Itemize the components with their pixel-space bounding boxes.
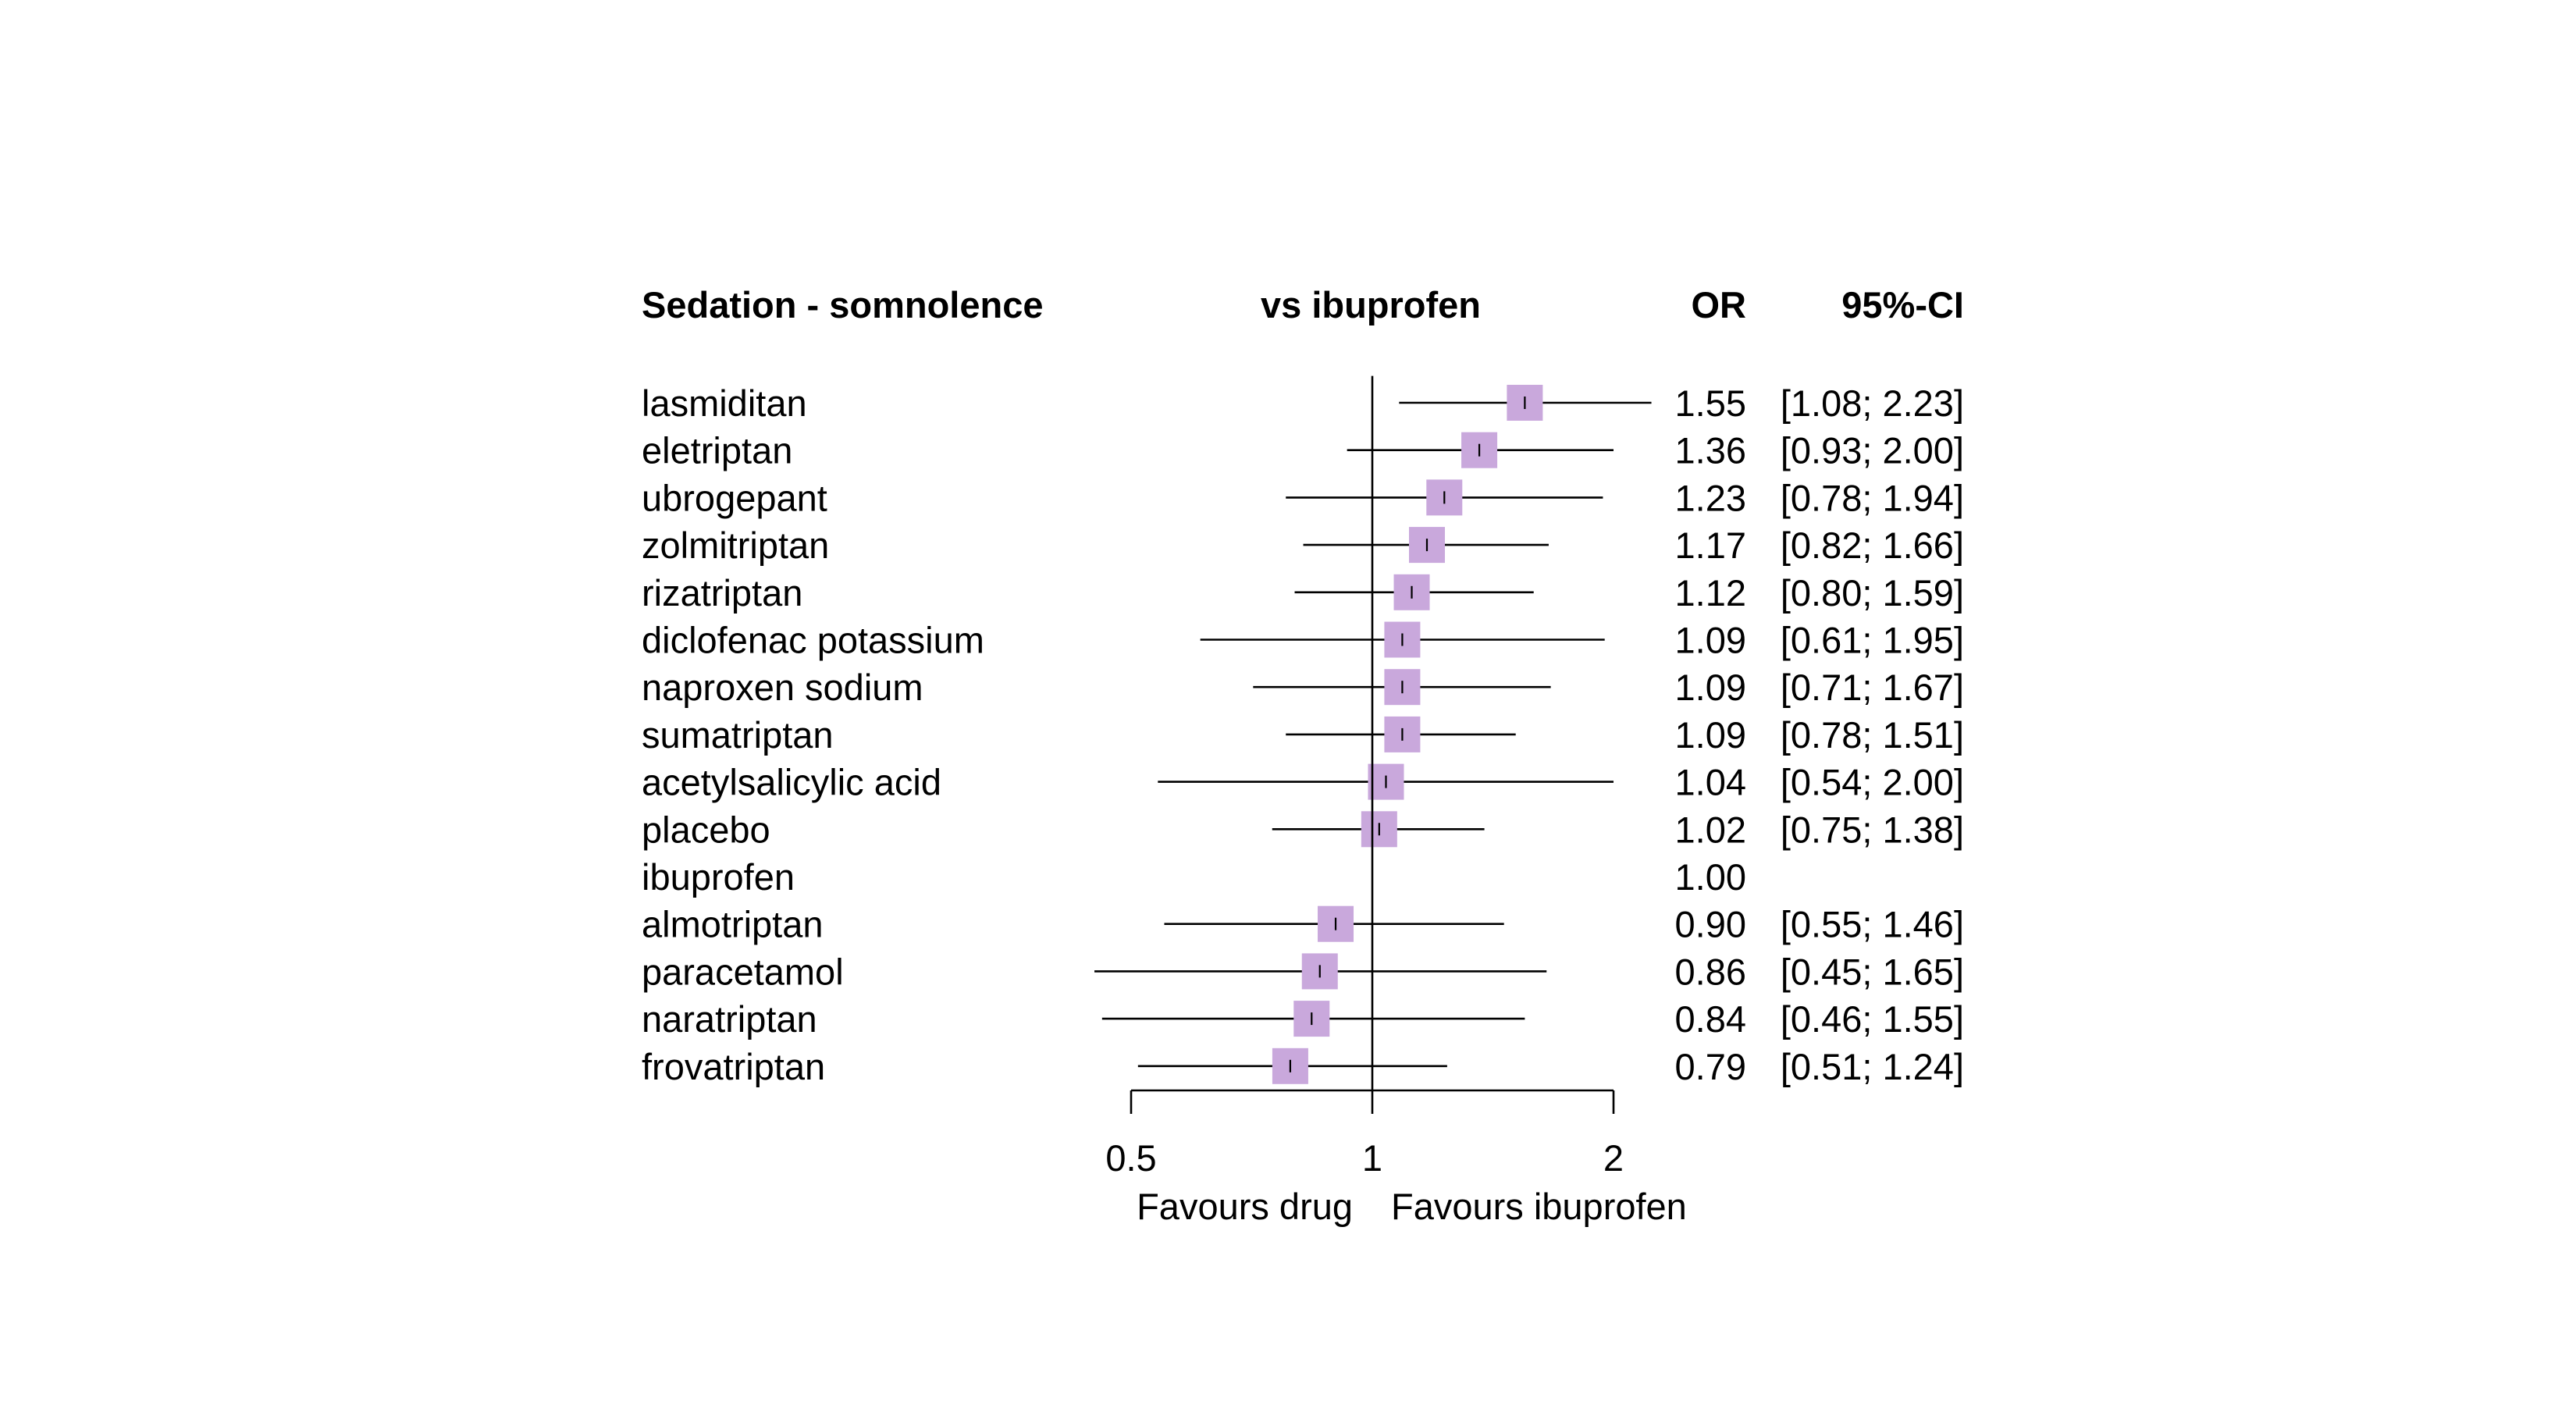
or-value: 1.09	[1675, 620, 1746, 661]
x-tick-label: 0.5	[1105, 1137, 1156, 1179]
row-label: naproxen sodium	[642, 667, 923, 708]
or-value: 1.09	[1675, 667, 1746, 708]
ci-value: [0.71; 1.67]	[1781, 667, 1964, 708]
row-label: acetylsalicylic acid	[642, 762, 941, 803]
row-label: naratriptan	[642, 998, 817, 1040]
or-value: 0.84	[1675, 998, 1746, 1040]
ci-value: [0.45; 1.65]	[1781, 951, 1964, 992]
ci-value: [0.46; 1.55]	[1781, 998, 1964, 1040]
x-tick-label: 1	[1362, 1137, 1382, 1179]
or-value: 0.86	[1675, 951, 1746, 992]
or-value: 1.17	[1675, 525, 1746, 566]
or-value: 1.23	[1675, 477, 1746, 518]
x-axis-ticks: 0.5 1 2	[1105, 1090, 1624, 1179]
row-label: eletriptan	[642, 430, 792, 471]
or-value: 1.12	[1675, 572, 1746, 614]
ci-value: [0.54; 2.00]	[1781, 762, 1964, 803]
row-label: ubrogepant	[642, 477, 827, 518]
or-value: 0.79	[1675, 1046, 1746, 1087]
ci-value: [0.78; 1.51]	[1781, 714, 1964, 756]
ci-value: [0.78; 1.94]	[1781, 477, 1964, 518]
or-value: 1.36	[1675, 430, 1746, 471]
or-value: 1.02	[1675, 809, 1746, 850]
ci-value: [0.61; 1.95]	[1781, 620, 1964, 661]
or-value: 1.09	[1675, 714, 1746, 756]
row-label: almotriptan	[642, 904, 824, 945]
or-value: 1.55	[1675, 382, 1746, 424]
ci-value: [0.82; 1.66]	[1781, 525, 1964, 566]
estimate-marker-layer	[1272, 385, 1543, 1084]
header-ci: 95%-CI	[1841, 284, 1964, 325]
row-label: zolmitriptan	[642, 525, 829, 566]
or-value: 0.90	[1675, 904, 1746, 945]
or-value: 1.04	[1675, 762, 1746, 803]
ci-value: [1.08; 2.23]	[1781, 382, 1964, 424]
ci-value: [0.80; 1.59]	[1781, 572, 1964, 614]
row-label: diclofenac potassium	[642, 620, 984, 661]
x-tick-label: 2	[1603, 1137, 1624, 1179]
row-label: frovatriptan	[642, 1046, 825, 1087]
row-label: sumatriptan	[642, 714, 834, 756]
x-label-favours-ibuprofen: Favours ibuprofen	[1391, 1186, 1687, 1227]
ci-value: [0.55; 1.46]	[1781, 904, 1964, 945]
ci-value: [0.51; 1.24]	[1781, 1046, 1964, 1087]
header-outcome: Sedation - somnolence	[642, 284, 1043, 325]
row-label: paracetamol	[642, 951, 844, 992]
or-value: 1.00	[1675, 856, 1746, 898]
x-label-favours-drug: Favours drug	[1137, 1186, 1353, 1227]
header-estimate: OR	[1692, 284, 1747, 325]
row-label-layer: lasmiditan 1.55 [1.08; 2.23] eletriptan 1.36…	[642, 382, 1964, 1087]
row-label: rizatriptan	[642, 572, 802, 614]
header-comparison: vs ibuprofen	[1261, 284, 1481, 325]
row-label: lasmiditan	[642, 382, 807, 424]
ci-value: [0.75; 1.38]	[1781, 809, 1964, 850]
ci-value: [0.93; 2.00]	[1781, 430, 1964, 471]
row-label: placebo	[642, 809, 770, 850]
row-label: ibuprofen	[642, 856, 795, 898]
